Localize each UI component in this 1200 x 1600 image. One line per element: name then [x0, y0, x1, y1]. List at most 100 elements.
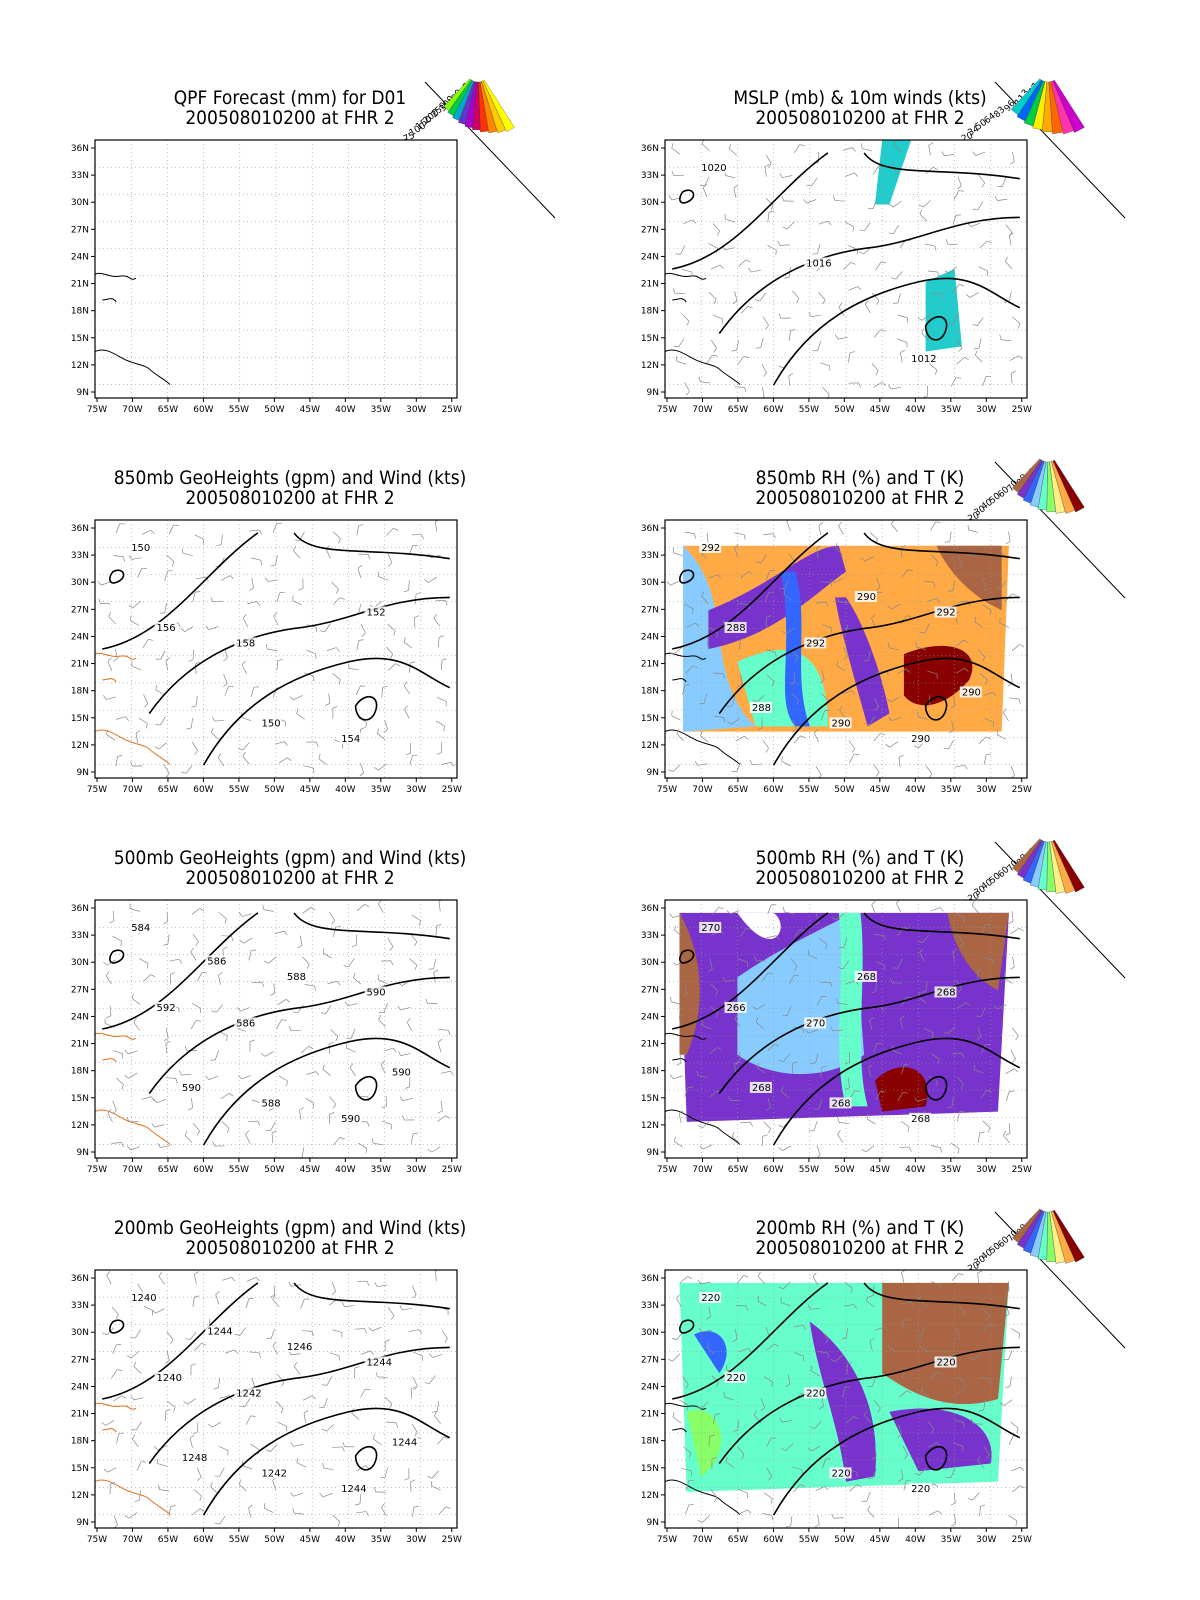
y-tick-label: 24N [641, 1012, 659, 1022]
y-tick-label: 27N [71, 605, 89, 615]
legend-swatch [1032, 81, 1048, 130]
x-tick-label: 40W [335, 785, 355, 795]
contour-label: 588 [287, 972, 306, 983]
contours: 1020 1016 1012 [672, 152, 1021, 386]
contour-label: 590 [392, 1067, 411, 1078]
rh-shading [889, 1408, 992, 1472]
legend-swatch [1049, 461, 1066, 514]
legend-swatch [479, 81, 498, 134]
y-tick-label: 36N [641, 144, 659, 154]
panel-qpf: QPF Forecast (mm) for D01 200508010200 at… [0, 0, 600, 415]
legend-swatch [1012, 838, 1042, 873]
contour-label: 220 [937, 1357, 956, 1368]
contour-line [679, 949, 695, 964]
contour-line [109, 949, 125, 964]
legend-swatch [1022, 460, 1045, 504]
wind-barbs [666, 520, 1025, 778]
x-tick-label: 70W [122, 1165, 142, 1175]
grid [665, 520, 1027, 778]
coastline [665, 272, 741, 385]
wind-barbs [667, 1270, 1025, 1528]
contour-label: 590 [341, 1114, 360, 1125]
panel-title: MSLP (mb) & 10m winds (kts) [733, 87, 987, 109]
contour-label: 1012 [911, 354, 936, 365]
legend-swatch [1022, 1210, 1045, 1254]
contour-line [109, 1319, 125, 1334]
legend-swatch [1052, 839, 1085, 893]
x-tick-label: 75W [87, 785, 107, 795]
coastline [665, 1032, 741, 1145]
y-tick-label: 21N [641, 280, 659, 290]
rh-shading [835, 597, 890, 727]
contours: 292 292 290 288 290 292 288 290 290 [672, 532, 1021, 766]
color-legend: 157113968364503420 [960, 78, 1126, 219]
contour-line [293, 912, 450, 940]
y-tick-label: 30N [71, 958, 89, 968]
panel-subtitle: 200508010200 at FHR 2 [185, 487, 395, 509]
contour-label: 220 [911, 1484, 930, 1495]
y-tick-label: 21N [641, 1040, 659, 1050]
panel-title: 850mb RH (%) and T (K) [755, 467, 965, 489]
contour-line [718, 1346, 1020, 1464]
rh-shading [686, 1409, 722, 1477]
rh-shading [809, 1321, 876, 1482]
y-tick-label: 33N [71, 551, 89, 561]
x-tick-label: 55W [229, 785, 249, 795]
y-tick-label: 15N [71, 1094, 89, 1104]
legend-swatch [464, 81, 478, 128]
panel-subtitle: 200508010200 at FHR 2 [755, 1237, 965, 1259]
x-tick-label: 35W [371, 405, 391, 415]
x-tick-label: 50W [834, 1165, 854, 1175]
legend-swatch [1022, 840, 1045, 884]
y-tick-label: 30N [71, 198, 89, 208]
y-tick-label: 27N [641, 985, 659, 995]
contour-line [772, 1407, 1021, 1516]
x-tick-label: 35W [371, 1535, 391, 1545]
y-tick-label: 15N [71, 1464, 89, 1474]
map-plot: 157113968364503420 1020 1016 1012 75W 70W 65W 6… [641, 78, 1126, 415]
x-tick-label: 40W [905, 1535, 925, 1545]
legend-swatch [1012, 1208, 1042, 1243]
contour-label: 270 [806, 1018, 825, 1029]
contour-label: 220 [701, 1293, 720, 1304]
legend-swatch [1052, 79, 1085, 133]
x-tick-label: 50W [834, 405, 854, 415]
panel-gh850: 850mb GeoHeights (gpm) and Wind (kts) 200… [0, 380, 600, 795]
contour-line [672, 532, 829, 650]
legend-swatch [1010, 78, 1042, 116]
x-tick-label: 40W [335, 1165, 355, 1175]
legend-swatch [1029, 841, 1047, 888]
x-tick-label: 50W [264, 405, 284, 415]
panel-rh500: 500mb RH (%) and T (K) 200508010200 at FH… [570, 760, 1170, 1175]
contour-line [924, 1446, 948, 1471]
wind-shading [874, 140, 912, 205]
x-tick-label: 55W [229, 1535, 249, 1545]
contour-line [679, 569, 695, 584]
y-tick-label: 18N [641, 1067, 659, 1077]
x-tick-label: 45W [870, 785, 890, 795]
panel-rh850: 850mb RH (%) and T (K) 200508010200 at FH… [570, 380, 1170, 795]
legend-swatch [458, 81, 476, 125]
y-tick-label: 33N [641, 171, 659, 181]
rh-shading [882, 1282, 1009, 1405]
legend-swatch [1050, 80, 1074, 135]
y-tick-label: 24N [71, 632, 89, 642]
x-tick-label: 70W [692, 1535, 712, 1545]
contours: 584 586 590 592 588 590 590 588 590 586 [102, 912, 451, 1146]
contour-line [148, 976, 450, 1094]
panel-title: 200mb RH (%) and T (K) [755, 1217, 965, 1239]
wind-barbs [97, 520, 455, 778]
coastline [95, 272, 171, 385]
legend-swatch [452, 80, 474, 121]
x-tick-label: 50W [264, 785, 284, 795]
x-tick-label: 75W [87, 1535, 107, 1545]
y-tick-label: 18N [71, 1437, 89, 1447]
contour-line [863, 152, 1020, 180]
wind-barbs [668, 140, 1023, 398]
contour-line [679, 189, 695, 204]
panel-subtitle: 200508010200 at FHR 2 [185, 867, 395, 889]
x-tick-label: 35W [941, 1535, 961, 1545]
x-tick-label: 65W [728, 405, 748, 415]
y-tick-label: 24N [641, 632, 659, 642]
